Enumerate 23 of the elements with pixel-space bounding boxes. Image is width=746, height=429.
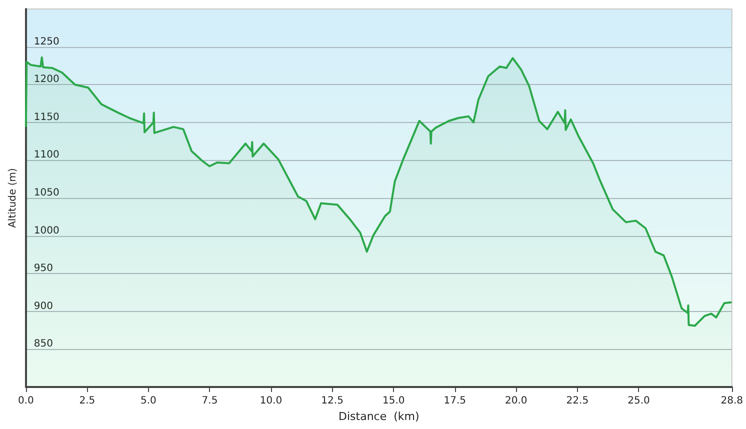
x-tick-label: 12.5 [321, 396, 344, 406]
y-tick-label: 1150 [34, 112, 60, 123]
y-tick-label: 1050 [34, 188, 60, 198]
y-tick-label: 1100 [34, 150, 60, 161]
x-tick-label: 28.8 [720, 396, 743, 406]
x-tick-label: 20.0 [505, 396, 528, 406]
y-tick-label: 1200 [34, 74, 60, 86]
x-tick-label: 0.0 [18, 396, 34, 406]
x-tick-label: 2.5 [79, 396, 96, 406]
y-tick-label: 900 [34, 300, 53, 312]
x-tick-label: 17.5 [444, 396, 466, 406]
y-tick-label: 850 [34, 338, 53, 350]
y-tick-label: 1250 [34, 36, 60, 48]
x-tick-label: 7.5 [202, 396, 218, 406]
x-tick-label: 15.0 [382, 396, 405, 406]
x-tick-label: 5.0 [140, 396, 156, 406]
x-tick-label: 10.0 [260, 396, 282, 406]
y-axis-title: Altitude (m) [8, 168, 18, 228]
y-tick-label: 1000 [34, 225, 60, 236]
x-tick-label: 25.0 [628, 396, 650, 406]
x-axis-title: Distance (km) [338, 410, 420, 423]
x-tick-label: 22.5 [566, 396, 589, 406]
y-tick-label: 950 [34, 263, 53, 274]
